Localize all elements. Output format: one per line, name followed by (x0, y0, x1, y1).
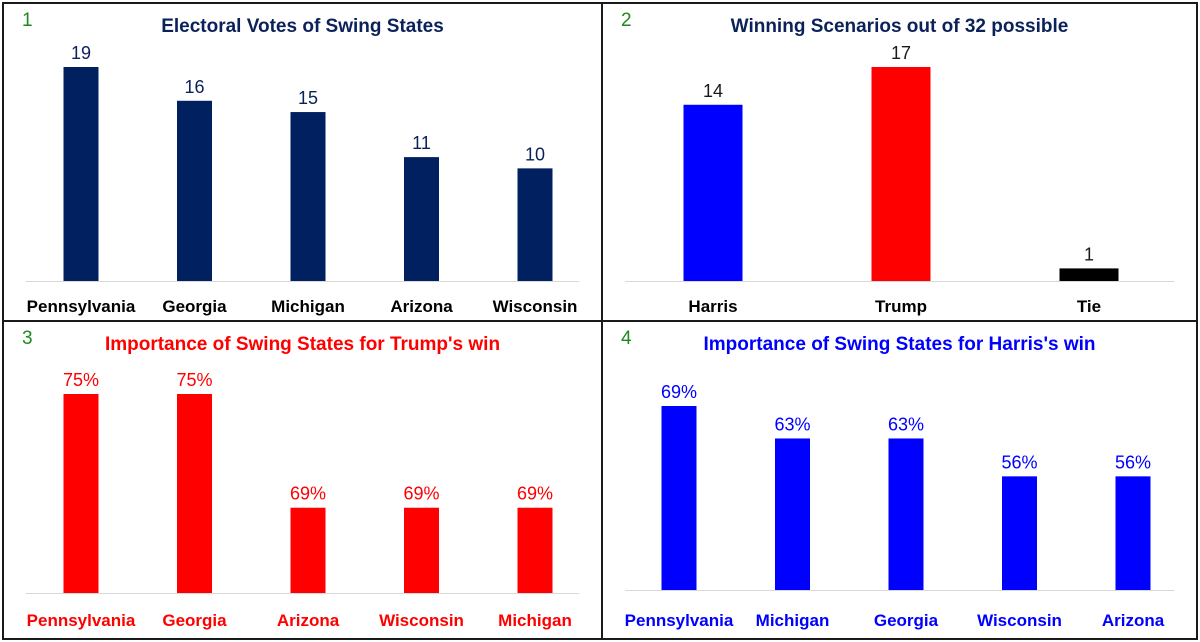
bar (775, 438, 810, 590)
data-label: 69% (661, 382, 697, 402)
category-label: Arizona (390, 297, 453, 316)
bar (871, 67, 931, 281)
bar (177, 394, 212, 593)
bar (404, 507, 439, 593)
data-label: 69% (290, 484, 326, 504)
category-label: Michigan (271, 297, 345, 316)
panel-number: 4 (621, 328, 632, 349)
bar (661, 406, 697, 590)
chart-panel-electoral-votes: 1 Electoral Votes of Swing States 19 Penn… (2, 2, 603, 322)
data-label: 69% (403, 484, 439, 504)
bar-chart: 14 Harris 17 Trump 1 Tie (625, 43, 1174, 316)
category-label: Pennsylvania (27, 297, 136, 316)
bar (683, 104, 743, 281)
category-label: Pennsylvania (27, 611, 136, 630)
category-label: Pennsylvania (625, 611, 734, 630)
category-label: Georgia (162, 297, 227, 316)
chart-title: Importance of Swing States for Trump's w… (104, 334, 501, 355)
bar (63, 394, 99, 593)
bar (404, 157, 439, 281)
bar (1059, 268, 1119, 281)
bar (63, 67, 99, 281)
data-label: 56% (1001, 452, 1037, 472)
panel-number: 2 (621, 10, 632, 31)
chart-panel-harris-importance: 4 Importance of Swing States for Harris'… (601, 320, 1198, 640)
category-label: Trump (875, 297, 927, 316)
bar (517, 168, 553, 281)
bar-chart: 75% Pennsylvania 75% Georgia 69% Arizona 69% Wi… (26, 370, 579, 630)
data-label: 75% (176, 370, 212, 390)
data-label: 19 (71, 43, 91, 63)
bar (888, 438, 924, 590)
category-label: Wisconsin (493, 297, 578, 316)
panel-number: 1 (22, 10, 33, 31)
category-label: Georgia (162, 611, 227, 630)
category-label: Harris (688, 297, 737, 316)
chart-title: Electoral Votes of Swing States (161, 16, 444, 37)
data-label: 11 (412, 133, 431, 153)
category-label: Georgia (874, 611, 939, 630)
data-label: 15 (298, 88, 318, 108)
data-label: 16 (184, 77, 204, 97)
data-label: 10 (525, 144, 545, 164)
bar (1002, 476, 1037, 590)
data-label: 63% (774, 414, 810, 434)
category-label: Arizona (1102, 611, 1165, 630)
chart-panel-winning-scenarios: 2 Winning Scenarios out of 32 possible 1… (601, 2, 1198, 322)
bar-chart: 69% Pennsylvania 63% Michigan 63% Georgia 56% W… (625, 382, 1174, 630)
bar (177, 100, 212, 281)
data-label: 56% (1115, 452, 1151, 472)
data-label: 17 (891, 43, 911, 63)
bar (517, 507, 553, 593)
bar (290, 112, 326, 281)
category-label: Arizona (277, 611, 340, 630)
bar-chart: 19 Pennsylvania 16 Georgia 15 Michigan 11 Arizo… (26, 43, 579, 316)
category-label: Wisconsin (379, 611, 464, 630)
category-label: Michigan (498, 611, 572, 630)
data-label: 1 (1084, 244, 1094, 264)
chart-title: Winning Scenarios out of 32 possible (730, 16, 1069, 37)
panel-number: 3 (22, 328, 33, 349)
data-label: 63% (888, 414, 924, 434)
data-label: 14 (703, 81, 723, 101)
bar (1115, 476, 1151, 590)
category-label: Wisconsin (977, 611, 1062, 630)
data-label: 75% (63, 370, 99, 390)
category-label: Tie (1077, 297, 1101, 316)
category-label: Michigan (756, 611, 830, 630)
data-label: 69% (517, 484, 553, 504)
chart-panel-trump-importance: 3 Importance of Swing States for Trump's… (2, 320, 603, 640)
chart-title: Importance of Swing States for Harris's … (703, 334, 1096, 355)
bar (290, 507, 326, 593)
